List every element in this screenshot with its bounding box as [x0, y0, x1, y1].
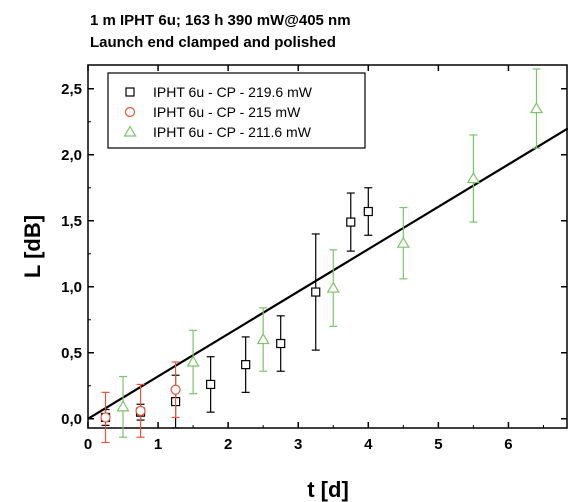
- legend-box: [107, 72, 366, 149]
- x-tick-label: 0: [84, 436, 92, 453]
- data-point-triangle: [256, 332, 270, 345]
- chart-title: 1 m IPHT 6u; 163 h 390 mW@405 nm: [90, 12, 351, 29]
- data-point-square: [311, 287, 321, 297]
- fit-line: [87, 127, 568, 420]
- legend-label: IPHT 6u - CP - 215 mW: [153, 104, 301, 120]
- plot-frame: [87, 64, 568, 429]
- legend-label: IPHT 6u - CP - 211.6 mW: [153, 124, 312, 140]
- data-point-square: [363, 206, 373, 217]
- data-point-square: [346, 217, 356, 227]
- x-axis-label: t [d]: [307, 477, 349, 502]
- y-tick-label: 0,5: [61, 345, 82, 362]
- y-tick-label: 1,5: [61, 213, 82, 230]
- data-point-circle: [100, 412, 111, 423]
- y-tick-label: 0,0: [61, 411, 82, 428]
- x-tick-label: 1: [154, 436, 162, 453]
- y-tick-label: 2,5: [61, 81, 82, 98]
- legend-label: IPHT 6u - CP - 219.6 mW: [153, 84, 313, 100]
- data-point-triangle: [326, 281, 340, 293]
- data-point-circle: [170, 384, 181, 395]
- data-point-square: [276, 338, 286, 349]
- data-point-square: [206, 379, 216, 390]
- x-tick-label: 6: [504, 436, 512, 453]
- data-point-square: [241, 360, 251, 370]
- legend-marker-circle: [124, 106, 136, 118]
- data-point-triangle: [529, 101, 544, 114]
- x-tick-label: 3: [294, 436, 302, 453]
- y-tick-label: 2,0: [61, 147, 82, 164]
- y-tick-label: 1,0: [61, 279, 82, 296]
- data-point-triangle: [186, 355, 200, 367]
- x-tick-label: 2: [224, 436, 232, 453]
- x-tick-label: 4: [364, 436, 373, 453]
- x-tick-label: 5: [434, 436, 442, 453]
- data-point-triangle: [466, 171, 480, 184]
- legend-marker-triangle: [123, 125, 137, 137]
- y-axis-label: L [dB]: [20, 215, 45, 278]
- chart-subtitle: Launch end clamped and polished: [90, 34, 336, 51]
- data-point-triangle: [396, 236, 410, 248]
- legend-marker-square: [125, 87, 135, 97]
- data-point-triangle: [116, 400, 130, 412]
- data-point-circle: [135, 405, 146, 416]
